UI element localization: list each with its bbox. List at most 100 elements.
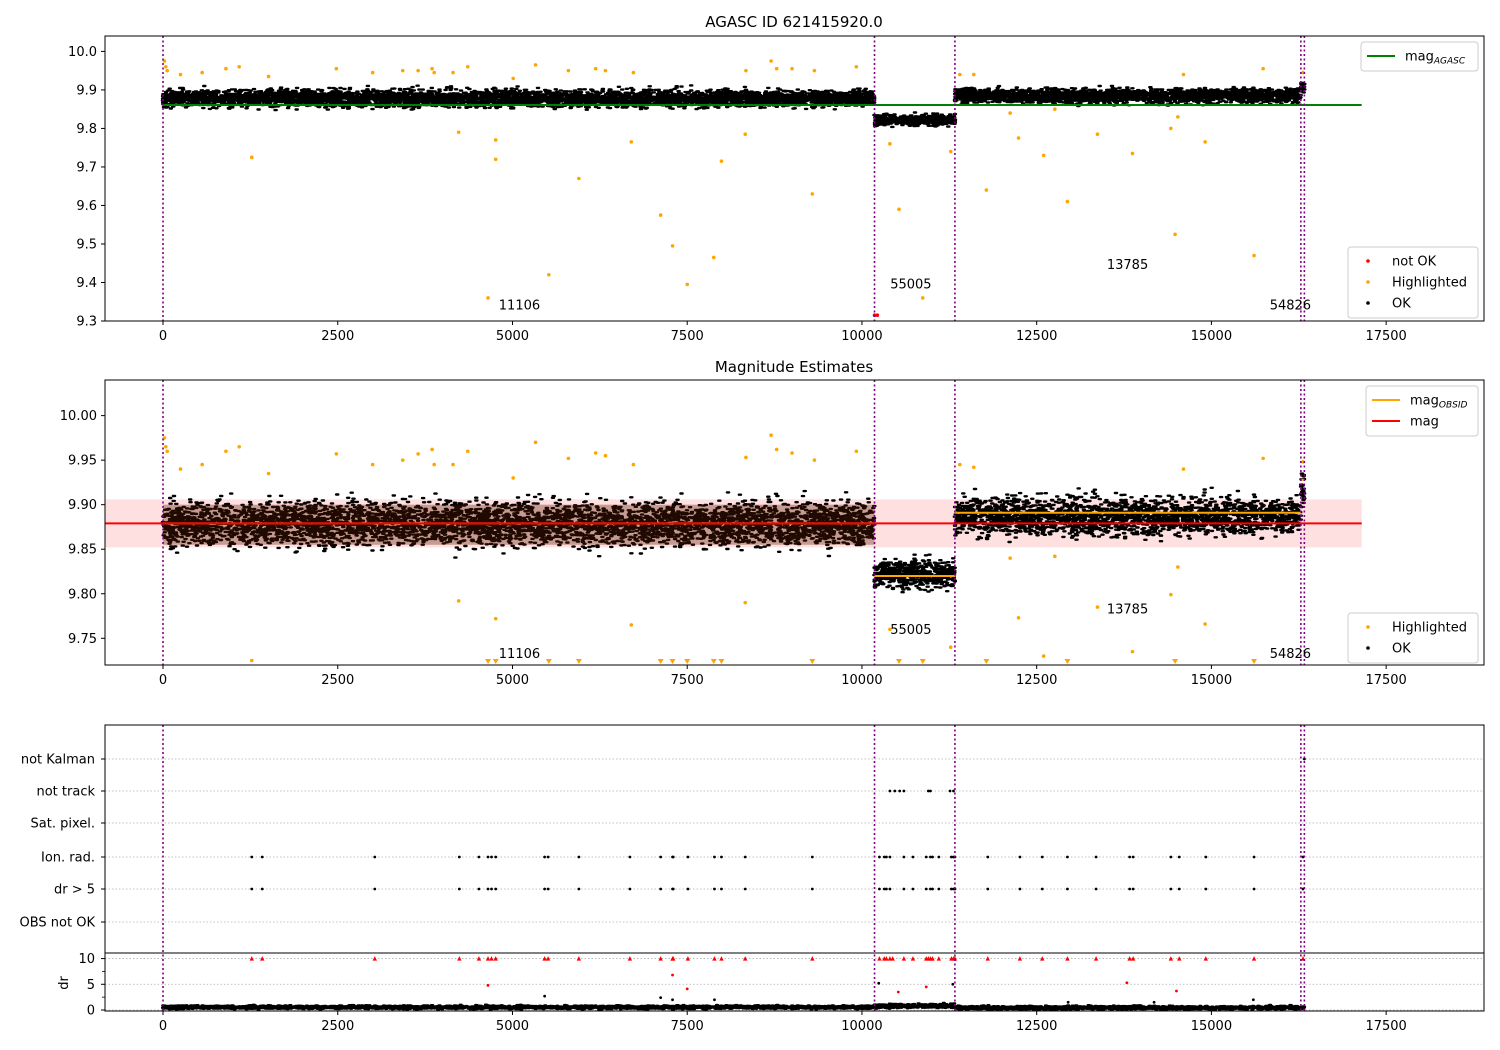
highlighted-point	[416, 68, 420, 73]
flag-point	[743, 855, 747, 859]
highlighted-point	[1252, 253, 1256, 258]
flag-row-label: dr > 5	[54, 883, 95, 898]
flag-point	[743, 887, 747, 891]
highlighted-point	[577, 176, 581, 181]
flag-point	[686, 855, 690, 859]
dr-clipped-marker	[685, 956, 691, 961]
offscale-marker	[1064, 659, 1071, 664]
flag-point	[1018, 887, 1022, 891]
highlighted-point	[1181, 72, 1186, 77]
highlighted-point	[249, 155, 254, 160]
flag-point	[486, 887, 490, 891]
highlighted-point	[769, 59, 773, 63]
flag-row-label: not track	[36, 785, 95, 800]
flag-point	[986, 855, 990, 859]
x-tick-label: 0	[159, 1019, 167, 1034]
flag-point	[659, 887, 663, 891]
x-tick-label: 12500	[1016, 1019, 1057, 1034]
highlighted-point	[465, 65, 470, 69]
flag-point	[911, 887, 915, 891]
flag-point	[902, 855, 906, 859]
highlighted-point	[629, 140, 634, 144]
x-tick-label: 17500	[1365, 329, 1406, 344]
flag-point	[929, 887, 932, 891]
flag-row-label: Ion. rad.	[41, 851, 95, 866]
flag-point	[543, 855, 547, 859]
highlighted-point	[1053, 554, 1057, 559]
legend-label: not OK	[1392, 255, 1437, 270]
highlighted-point	[854, 65, 859, 69]
panel1-legend-agasc: magAGASC	[1360, 41, 1479, 72]
highlighted-point	[165, 68, 170, 73]
x-tick-label: 2500	[321, 1019, 354, 1034]
x-tick-label: 7500	[671, 673, 704, 688]
flag-point	[457, 887, 461, 891]
dr-points	[872, 1001, 957, 1010]
flag-point	[952, 789, 955, 793]
highlighted-point	[456, 599, 461, 603]
flag-point	[546, 887, 550, 891]
y-tick-label: 9.80	[68, 587, 97, 602]
highlighted-point	[1169, 592, 1173, 597]
dr-points	[953, 1003, 1307, 1011]
highlighted-point	[812, 68, 817, 73]
highlighted-point	[224, 66, 228, 71]
flag-point	[373, 855, 377, 859]
highlighted-point	[948, 645, 953, 649]
dr-clipped-marker	[1203, 956, 1209, 961]
highlighted-point	[547, 272, 551, 277]
legend-frame	[1365, 385, 1479, 437]
highlighted-point	[400, 68, 405, 73]
highlighted-point	[1203, 622, 1207, 626]
highlighted-point	[266, 471, 271, 476]
x-tick-label: 12500	[1016, 329, 1057, 344]
highlighted-point	[774, 66, 779, 71]
highlighted-point	[334, 66, 339, 71]
highlighted-point	[566, 68, 571, 73]
flag-point	[1177, 855, 1181, 859]
flag-point	[931, 855, 934, 859]
flag-point	[490, 855, 493, 859]
flag-point	[477, 887, 481, 891]
flag-point	[457, 855, 461, 859]
flag-point	[902, 887, 906, 891]
y-tick-label: 9.9	[76, 83, 97, 98]
flag-point	[924, 855, 928, 859]
flag-point	[898, 789, 902, 793]
highlighted-point	[266, 74, 271, 79]
x-tick-label: 15000	[1191, 1019, 1232, 1034]
x-tick-label: 7500	[671, 329, 704, 344]
highlighted-point	[465, 449, 470, 454]
flag-point	[1169, 887, 1173, 891]
dr-clipped-marker	[249, 956, 254, 961]
flag-point	[926, 789, 930, 793]
x-tick-label: 0	[159, 329, 167, 344]
legend-swatch	[1366, 259, 1370, 263]
flag-point	[546, 855, 550, 859]
x-tick-label: 10000	[841, 673, 882, 688]
flag-point	[373, 887, 377, 891]
highlighted-point	[920, 296, 925, 300]
highlighted-point	[774, 447, 779, 452]
flag-point	[882, 855, 886, 859]
y-tick-label: 9.7	[76, 160, 97, 175]
highlighted-point	[744, 68, 748, 73]
highlighted-point	[658, 213, 663, 217]
flag-point	[1204, 887, 1208, 891]
highlighted-point	[719, 159, 724, 163]
highlighted-point	[432, 70, 436, 75]
x-tick-label: 15000	[1191, 329, 1232, 344]
highlighted-point	[1181, 467, 1186, 471]
highlighted-point	[178, 72, 183, 77]
dr-point	[1251, 998, 1255, 1002]
dr-clipped-marker	[936, 956, 942, 961]
flag-point	[929, 789, 932, 793]
highlighted-point	[430, 66, 434, 71]
flag-point	[937, 887, 941, 891]
dr-clipped-marker	[576, 956, 582, 961]
flag-point	[477, 855, 481, 859]
highlighted-point	[888, 142, 892, 146]
flag-point	[659, 855, 663, 859]
flag-point	[494, 887, 498, 891]
highlighted-point	[456, 130, 461, 135]
